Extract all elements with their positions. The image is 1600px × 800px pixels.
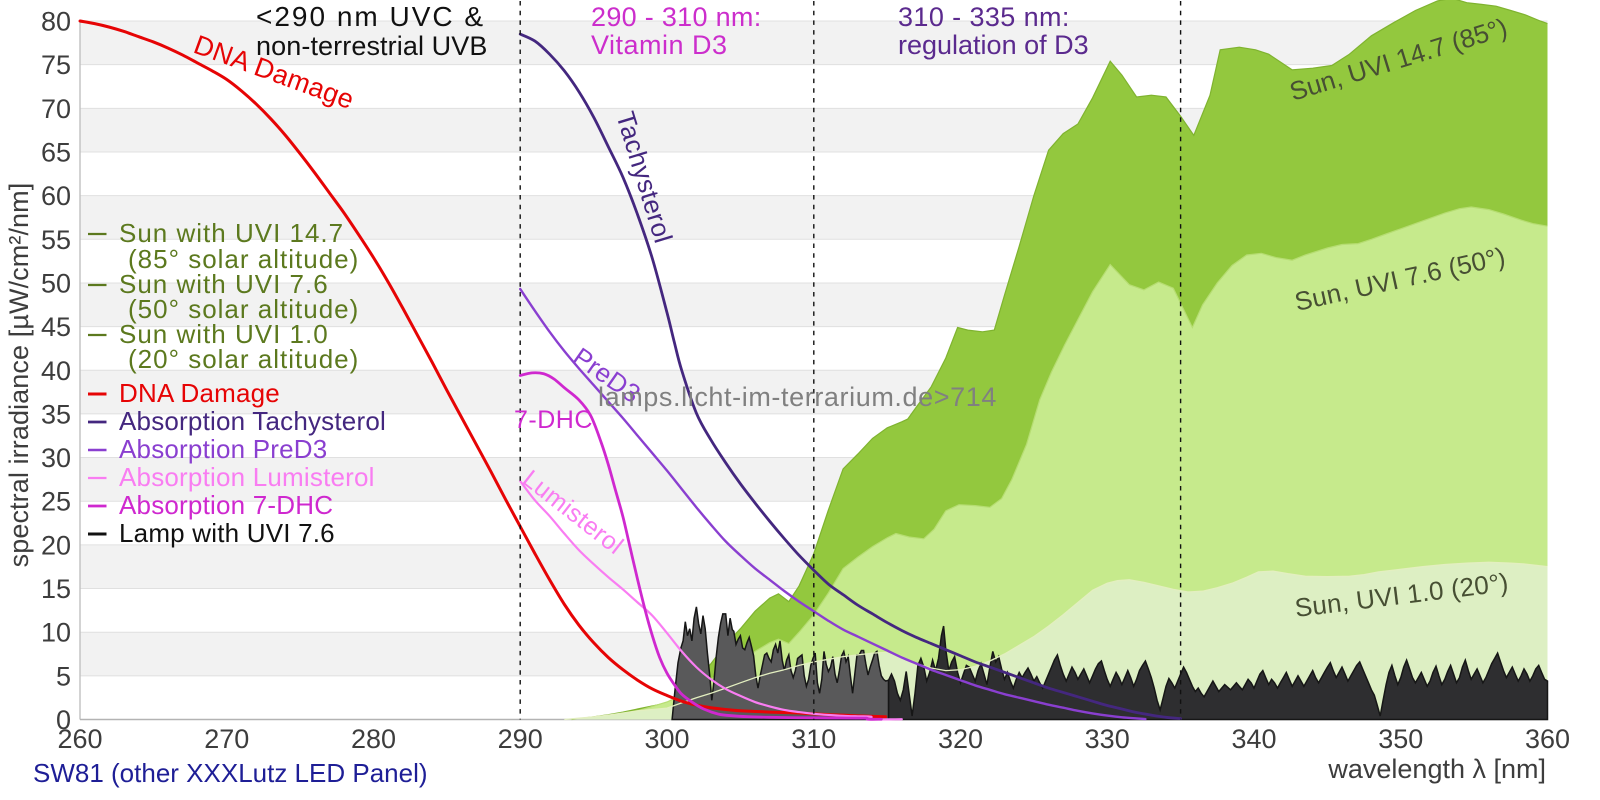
svg-text:(85° solar altitude): (85° solar altitude) <box>128 244 359 274</box>
svg-text:310: 310 <box>791 724 836 754</box>
svg-text:290: 290 <box>498 724 543 754</box>
svg-text:290 - 310 nm:: 290 - 310 nm: <box>591 2 762 32</box>
svg-text:280: 280 <box>351 724 396 754</box>
svg-text:10: 10 <box>41 618 71 648</box>
svg-text:lamps.licht-im-terrarium.de>71: lamps.licht-im-terrarium.de>714 <box>598 382 997 412</box>
svg-text:DNA Damage: DNA Damage <box>119 378 280 408</box>
svg-text:Sun with UVI 14.7: Sun with UVI 14.7 <box>119 218 344 248</box>
svg-text:45: 45 <box>41 312 71 342</box>
svg-text:50: 50 <box>41 268 71 298</box>
svg-text:55: 55 <box>41 225 71 255</box>
svg-text:35: 35 <box>41 399 71 429</box>
svg-text:360: 360 <box>1525 724 1570 754</box>
svg-text:60: 60 <box>41 181 71 211</box>
svg-text:350: 350 <box>1378 724 1423 754</box>
svg-text:regulation of D3: regulation of D3 <box>898 30 1089 60</box>
svg-text:spectral irradiance [µW/cm²/nm: spectral irradiance [µW/cm²/nm] <box>4 183 34 568</box>
svg-text:70: 70 <box>41 94 71 124</box>
svg-text:non-terrestrial UVB: non-terrestrial UVB <box>256 31 487 61</box>
svg-text:Absorption PreD3: Absorption PreD3 <box>119 434 327 464</box>
svg-text:65: 65 <box>41 138 71 168</box>
svg-text:Sun with UVI 7.6: Sun with UVI 7.6 <box>119 269 329 299</box>
svg-text:15: 15 <box>41 574 71 604</box>
svg-text:Vitamin D3: Vitamin D3 <box>591 30 728 60</box>
svg-text:300: 300 <box>644 724 689 754</box>
svg-text:Lamp with UVI 7.6: Lamp with UVI 7.6 <box>119 518 335 548</box>
svg-text:(50° solar altitude): (50° solar altitude) <box>128 294 359 324</box>
svg-text:wavelength λ [nm]: wavelength λ [nm] <box>1327 754 1546 784</box>
svg-text:80: 80 <box>41 7 71 37</box>
svg-text:7-DHC: 7-DHC <box>514 406 593 434</box>
svg-text:5: 5 <box>56 661 71 691</box>
svg-text:SW81 (other XXXLutz LED Panel): SW81 (other XXXLutz LED Panel) <box>33 758 428 788</box>
svg-text:40: 40 <box>41 356 71 386</box>
svg-text:310 - 335 nm:: 310 - 335 nm: <box>898 2 1070 32</box>
svg-text:340: 340 <box>1231 724 1276 754</box>
svg-text:260: 260 <box>57 724 102 754</box>
svg-text:0: 0 <box>56 705 71 735</box>
svg-text:25: 25 <box>41 487 71 517</box>
svg-text:330: 330 <box>1085 724 1130 754</box>
svg-text:Absorption Tachysterol: Absorption Tachysterol <box>119 406 386 436</box>
svg-text:320: 320 <box>938 724 983 754</box>
svg-text:75: 75 <box>41 50 71 80</box>
svg-text:270: 270 <box>204 724 249 754</box>
svg-text:30: 30 <box>41 443 71 473</box>
svg-text:<290 nm UVC &: <290 nm UVC & <box>256 1 485 32</box>
svg-text:Absorption Lumisterol: Absorption Lumisterol <box>119 462 375 492</box>
svg-text:Absorption 7-DHC: Absorption 7-DHC <box>119 490 333 520</box>
svg-text:Sun with UVI 1.0: Sun with UVI 1.0 <box>119 319 329 349</box>
svg-text:(20° solar altitude): (20° solar altitude) <box>128 344 359 374</box>
svg-text:20: 20 <box>41 530 71 560</box>
